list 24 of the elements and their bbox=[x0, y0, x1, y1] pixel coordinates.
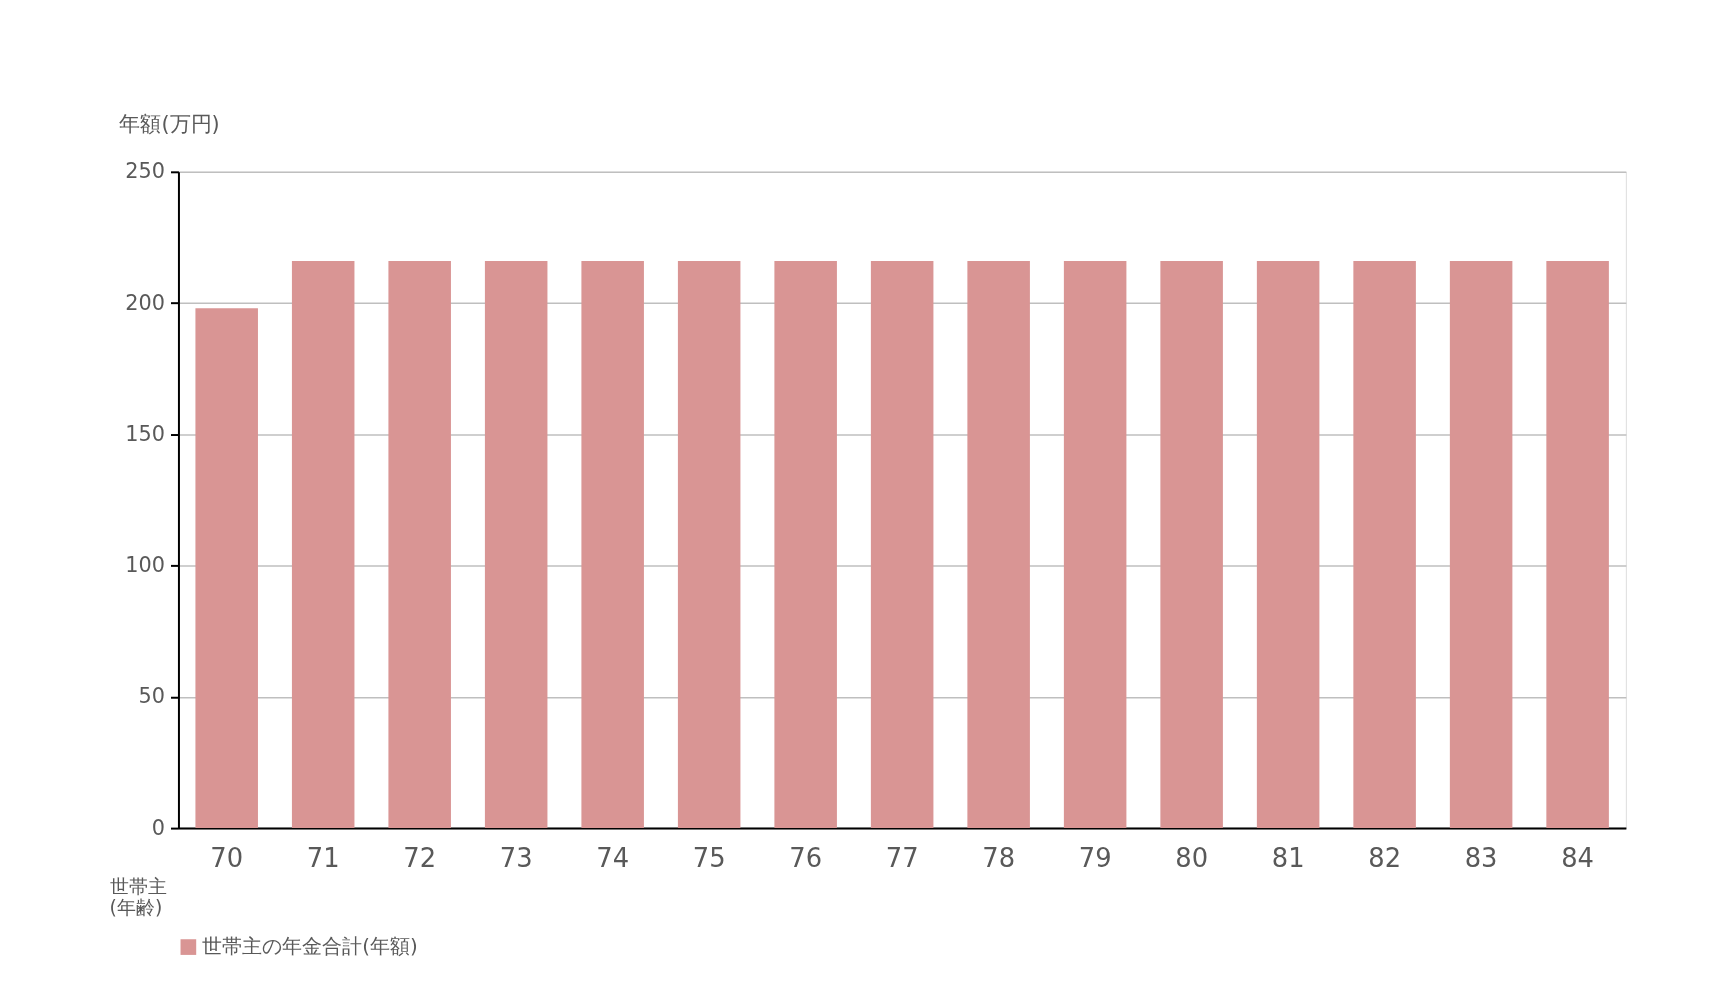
y-tick-label: 0 bbox=[151, 815, 166, 840]
x-tick-label: 77 bbox=[885, 843, 919, 874]
x-tick-label: 71 bbox=[306, 843, 340, 874]
y-tick-label: 150 bbox=[125, 421, 166, 446]
x-tick-label: 75 bbox=[692, 843, 726, 874]
x-tick-label: 73 bbox=[499, 843, 533, 874]
y-tick-label: 50 bbox=[138, 684, 166, 709]
x-axis-title: 世帯主 (年齢) bbox=[109, 876, 167, 918]
x-tick-label: 80 bbox=[1175, 843, 1209, 874]
y-tick-label: 100 bbox=[125, 553, 166, 578]
x-tick-label: 81 bbox=[1271, 843, 1305, 874]
x-tick-label: 70 bbox=[210, 843, 244, 874]
legend-label: 世帯主の年金合計(年額) bbox=[202, 935, 418, 959]
y-tick-label: 200 bbox=[125, 290, 166, 315]
x-tick-label: 83 bbox=[1464, 843, 1498, 874]
y-tick-label: 250 bbox=[125, 159, 166, 184]
x-tick-label: 82 bbox=[1368, 843, 1402, 874]
x-tick-label: 72 bbox=[403, 843, 437, 874]
x-tick-label: 79 bbox=[1078, 843, 1112, 874]
x-tick-label: 84 bbox=[1561, 843, 1595, 874]
y-axis-title: 年額(万円) bbox=[119, 111, 220, 136]
x-tick-label: 74 bbox=[596, 843, 630, 874]
x-tick-label: 78 bbox=[982, 843, 1016, 874]
x-tick-label: 76 bbox=[789, 843, 823, 874]
